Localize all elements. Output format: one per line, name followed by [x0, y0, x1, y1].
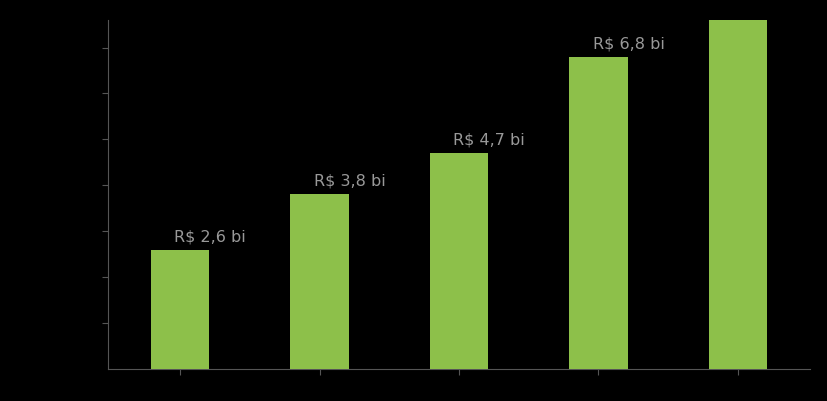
- Bar: [290, 194, 349, 369]
- Bar: [709, 0, 767, 369]
- Text: R$ 3,8 bi: R$ 3,8 bi: [314, 174, 385, 189]
- Text: R$ 4,7 bi: R$ 4,7 bi: [453, 133, 525, 148]
- Bar: [430, 153, 488, 369]
- Bar: [569, 57, 628, 369]
- Text: R$ 2,6 bi: R$ 2,6 bi: [174, 229, 246, 244]
- Bar: [151, 249, 209, 369]
- Text: R$ 6,8 bi: R$ 6,8 bi: [593, 36, 665, 51]
